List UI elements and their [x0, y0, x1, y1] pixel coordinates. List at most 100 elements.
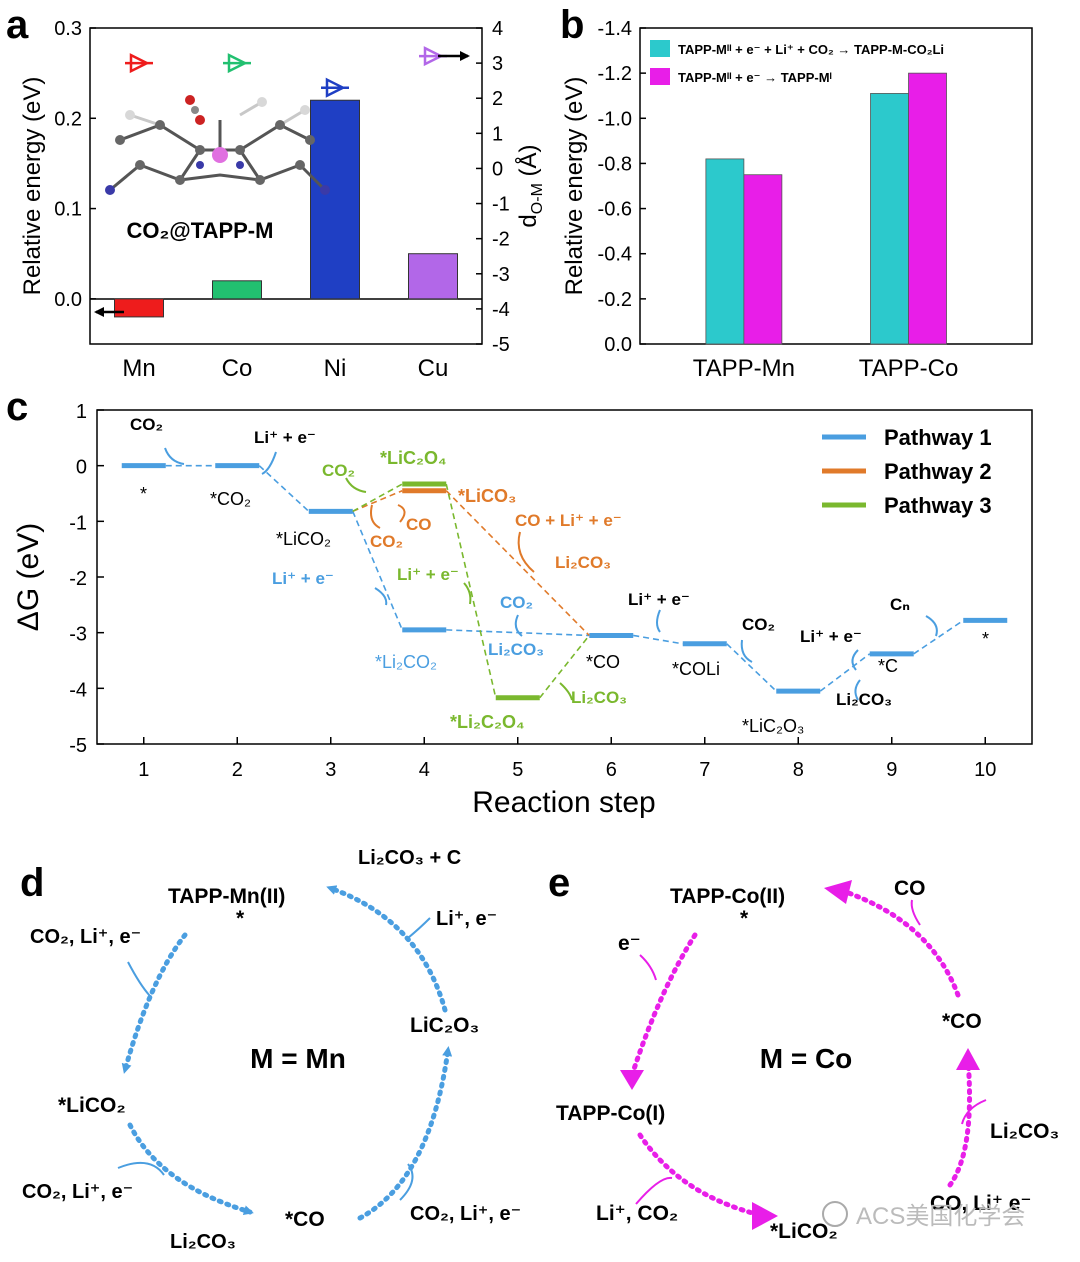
cycle-e-input-5: CO, Li⁺ e⁻ — [930, 1192, 1032, 1215]
annotation-15: Li⁺ + e⁻ — [800, 627, 862, 646]
panel-c-xtick-label: 8 — [793, 759, 804, 781]
bar-tapp-co-series-2 — [908, 72, 947, 345]
category-label-mn: Mn — [122, 355, 155, 382]
panel-c-legend: Pathway 1 Pathway 2 Pathway 3 — [822, 425, 992, 518]
watermark: ACS美国化学会 — [822, 1201, 1025, 1230]
annotation-9: Li⁺ + e⁻ — [397, 565, 459, 584]
panel-a-y2tick-label: 2 — [492, 88, 503, 110]
panel-letter-e: e — [548, 861, 570, 905]
pathway-1-connector — [258, 465, 310, 512]
category-label-ni: Ni — [324, 355, 347, 382]
panel-c-xtick-label: 2 — [232, 759, 243, 781]
panel-a-ytick-label: 0.3 — [54, 18, 82, 40]
state-label-3: *LiCO₂ — [276, 529, 331, 549]
panel-letter-a: a — [6, 3, 29, 47]
annotation-12: Li₂CO₃ — [571, 688, 627, 707]
panel-a-y2tick-label: -4 — [492, 299, 510, 321]
panel-c-x-ticks: 1 2 3 4 5 6 7 8 9 10 — [138, 737, 996, 781]
panel-c-xtick-label: 9 — [886, 759, 897, 781]
cycle-d-inputs: CO₂, Li⁺, e⁻ CO₂, Li⁺, e⁻ Li₂CO₃ CO₂, Li… — [22, 847, 521, 1253]
pathway-3-connector — [445, 483, 497, 698]
state-label-7: *Li₂C₂O₄ — [450, 712, 525, 732]
cycle-e-arrow-1 — [629, 932, 698, 1078]
cycle-d-input-1: CO₂, Li⁺, e⁻ — [30, 926, 141, 948]
cycle-e-state-3: TAPP-Co(I) — [556, 1102, 665, 1125]
state-label-4: *Li₂CO₂ — [375, 652, 437, 672]
panel-c-ylabel: ΔG (eV) — [12, 523, 45, 631]
cycle-d-arrow-2 — [127, 1122, 254, 1216]
cycle-d-dotted-arcs — [121, 885, 453, 1221]
panel-c-xtick-label: 1 — [138, 759, 149, 781]
cycle-d-arrow-4 — [326, 885, 448, 1013]
cycle-d-input-2: CO₂, Li⁺, e⁻ — [22, 1181, 133, 1203]
bar-ni — [310, 99, 360, 300]
state-label-6: *LiCO₃ — [458, 486, 516, 506]
panel-a-y2tick-label: 1 — [492, 123, 503, 145]
cycle-d-arcs — [117, 917, 431, 1201]
cycle-e-input-1: e⁻ — [618, 932, 641, 955]
panel-a-ylabel: Relative energy (eV) — [19, 77, 46, 296]
cycle-e-arrow-2 — [637, 1132, 763, 1218]
pathway-1-connector — [913, 619, 964, 655]
panel-b: b Relative energy (eV) 0.0 -0.2 -0.4 -0.6 -0… — [560, 3, 1033, 382]
panel-a-y2tick-label: -5 — [492, 334, 510, 356]
panel-a-y2tick-label: 0 — [492, 158, 503, 180]
cycle-e-state-2: * — [740, 907, 749, 930]
cycle-e-arrowhead-1 — [620, 1070, 644, 1090]
state-label-1: * — [140, 484, 147, 504]
panel-b-ylabel: Relative energy (eV) — [561, 77, 588, 296]
series-pathway-2 — [352, 488, 590, 637]
state-label-10: *LiC₂O₃ — [742, 716, 804, 736]
legend-label-series-2: TAPP-Mᴵᴵ + e⁻ → TAPP-Mᴵ — [678, 70, 832, 85]
cycle-d-state-3: *LiCO₂ — [58, 1094, 126, 1117]
pathway-3-connector — [352, 483, 403, 513]
cycle-e-arrow-4 — [837, 887, 961, 998]
panel-a-y2tick-label: -1 — [492, 194, 510, 216]
panel-b-category-labels: TAPP-Mn TAPP-Co — [693, 355, 959, 382]
bar-mn — [114, 298, 164, 318]
cycle-e-dotted-arcs — [629, 887, 972, 1218]
panel-b-ytick-label: -1.4 — [598, 18, 632, 40]
cycle-e-input-3: CO — [894, 877, 926, 900]
panel-c-xtick-label: 4 — [419, 759, 430, 781]
cycle-e-arcs — [635, 899, 987, 1205]
bar-tapp-co-series-1 — [870, 93, 909, 345]
panel-c-state-labels: * *CO₂ *LiCO₂ *Li₂CO₂ *LiC₂O₄ *LiCO₃ *Li… — [140, 448, 989, 736]
state-label-11: *C — [878, 656, 898, 676]
cycle-d-input-3: Li₂CO₃ — [170, 1231, 236, 1253]
cycle-d-state-4: *CO — [285, 1208, 325, 1231]
inset-label: CO₂@TAPP-M — [127, 218, 274, 243]
state-label-9: *COLi — [672, 659, 720, 679]
panel-a: a Relative energy (eV) 0.0 0.1 0.2 0.3 -5 -4… — [6, 3, 546, 382]
series-pathway-3 — [352, 481, 590, 701]
panel-a-y2label: dO-M (Å) — [514, 144, 546, 227]
panel-c-xtick-label: 10 — [974, 759, 996, 781]
pathway-1-connector — [633, 634, 683, 645]
panel-b-ytick-label: -0.6 — [598, 199, 632, 221]
panel-b-frame — [639, 27, 1033, 345]
legend-label-pathway-3: Pathway 3 — [884, 493, 992, 518]
annotation-5: CO₂ — [370, 532, 403, 551]
cycle-e-state-4: *LiCO₂ — [770, 1220, 838, 1243]
panel-a-ytick-label: 0.1 — [54, 199, 82, 221]
cycle-d-state-labels: TAPP-Mn(II) * *LiCO₂ *CO LiC₂O₃ — [58, 885, 479, 1231]
cycle-e-arrowhead-3 — [956, 1048, 980, 1070]
cycle-e-state-labels: TAPP-Co(II) * TAPP-Co(I) *LiCO₂ *CO — [556, 885, 982, 1243]
panel-a-ytick-label: 0.2 — [54, 108, 82, 130]
legend-label-pathway-2: Pathway 2 — [884, 459, 992, 484]
cycle-e-arrowheads — [620, 880, 980, 1230]
panel-c-ytick-label: -3 — [69, 624, 87, 646]
annotation-3: CO₂ — [322, 461, 355, 480]
category-label-co: Co — [222, 355, 253, 382]
cycle-d-input-4: CO₂, Li⁺, e⁻ — [410, 1203, 521, 1225]
cycle-d-center: M = Mn — [250, 1043, 346, 1074]
pathway-2-connector — [445, 490, 590, 637]
panel-letter-b: b — [560, 3, 584, 47]
cycle-e-arrowhead-4 — [824, 880, 852, 904]
panel-d: d M = Mn TAPP-Mn(II) * *LiCO₂ *CO LiC₂O₃… — [20, 847, 521, 1253]
panel-b-ytick-label: -1.0 — [598, 108, 632, 130]
cycle-d-input-6: Li₂CO₃ + C — [358, 847, 461, 869]
annotation-6: CO + Li⁺ + e⁻ — [515, 511, 622, 530]
distance-marker-co — [223, 53, 251, 74]
panel-b-ytick-label: -1.2 — [598, 63, 632, 85]
